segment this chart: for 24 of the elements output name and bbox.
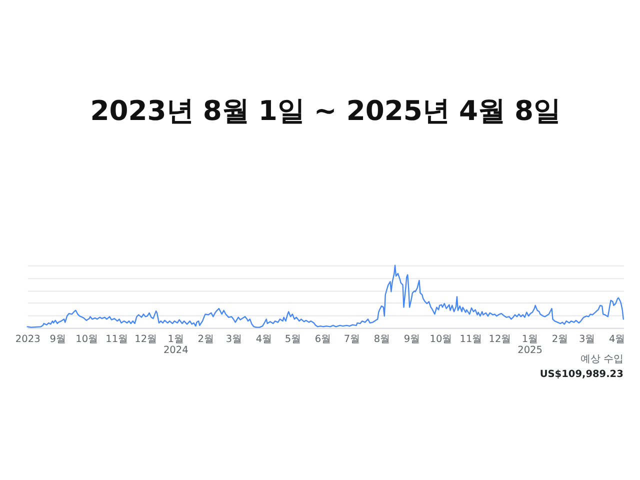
x-tick-label: 1월 2024 bbox=[163, 334, 188, 356]
text: 예상 수입 bbox=[580, 354, 624, 366]
x-tick-label: 11월 bbox=[460, 334, 482, 346]
x-tick-label: 3월 bbox=[579, 334, 596, 346]
x-tick-label: 7월 bbox=[344, 334, 360, 346]
x-tick-label: 3월 bbox=[226, 334, 242, 346]
x-tick-label: 10월 bbox=[430, 334, 452, 346]
x-tick-label: 4월 bbox=[256, 334, 272, 346]
x-tick-label: 6월 bbox=[314, 334, 332, 346]
x-tick-label: 2023 bbox=[15, 334, 40, 346]
x-tick-label: 12월 bbox=[134, 334, 158, 346]
x-tick-label: 9월 bbox=[404, 334, 420, 346]
x-tick-label: 11월 bbox=[106, 334, 128, 346]
x-tick-label: 12월 bbox=[488, 334, 512, 346]
x-tick-label: 1월 2025 bbox=[518, 334, 542, 356]
chart-title: 2023년 8월 1일 ~ 2025년 4월 8일 bbox=[90, 96, 561, 128]
x-tick-label: 5월 bbox=[284, 334, 302, 346]
x-tick-label: 9월 bbox=[50, 334, 66, 346]
x-tick-label: 4월 bbox=[608, 334, 626, 346]
x-tick-label: 10월 bbox=[76, 334, 98, 346]
x-tick-label: 2월 bbox=[552, 334, 568, 346]
x-tick-label: 8월 bbox=[374, 334, 390, 346]
text: US$109,989.23 bbox=[540, 368, 624, 380]
x-tick-label: 2월 bbox=[198, 334, 214, 346]
